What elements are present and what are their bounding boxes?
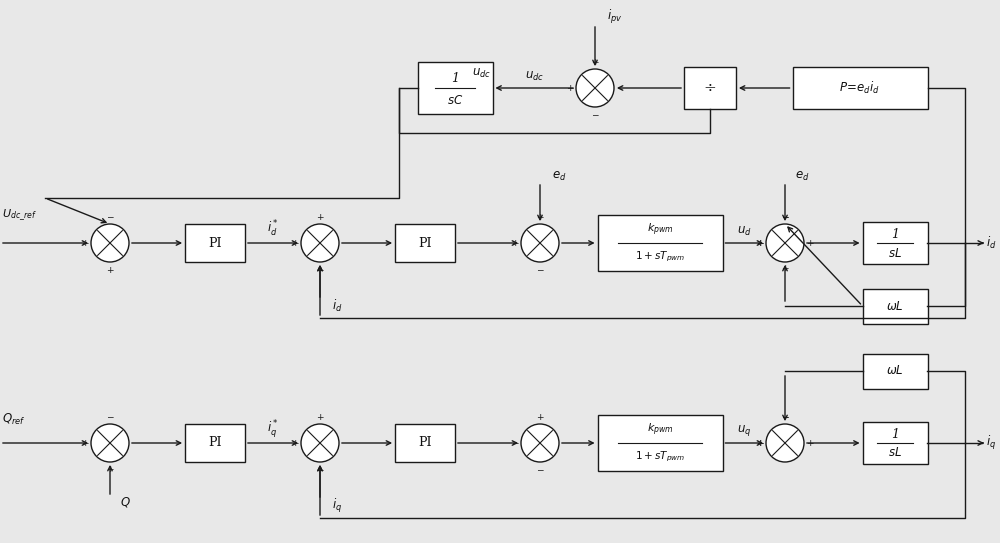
Text: $u_{dc}$: $u_{dc}$ xyxy=(472,66,492,80)
Text: −: − xyxy=(781,212,789,222)
Text: $e_d$: $e_d$ xyxy=(795,169,810,182)
Text: $i_d$: $i_d$ xyxy=(332,298,343,314)
Text: −: − xyxy=(536,465,544,475)
Bar xyxy=(862,422,928,464)
Text: $Q$: $Q$ xyxy=(120,495,131,509)
Circle shape xyxy=(766,224,804,262)
Circle shape xyxy=(521,424,559,462)
Text: +: + xyxy=(81,439,89,447)
Text: +: + xyxy=(316,413,324,421)
Text: +: + xyxy=(806,238,814,248)
Bar xyxy=(792,67,928,109)
Circle shape xyxy=(521,224,559,262)
Text: $e_d$: $e_d$ xyxy=(552,169,567,182)
Circle shape xyxy=(91,424,129,462)
Text: $Q_{ref}$: $Q_{ref}$ xyxy=(2,412,26,427)
Text: −: − xyxy=(536,266,544,275)
Text: $U_{dc\_ref}$: $U_{dc\_ref}$ xyxy=(2,207,37,223)
Text: −: − xyxy=(316,266,324,275)
Bar xyxy=(598,415,722,471)
Bar xyxy=(185,224,245,262)
Text: ÷: ÷ xyxy=(704,81,716,95)
Text: $u_d$: $u_d$ xyxy=(737,224,752,237)
Text: +: + xyxy=(781,263,789,273)
Text: +: + xyxy=(806,439,814,447)
Bar xyxy=(395,224,455,262)
Text: $\omega L$: $\omega L$ xyxy=(886,300,904,313)
Text: $P\!=\!e_d i_d$: $P\!=\!e_d i_d$ xyxy=(839,80,881,96)
Text: $i^*_d$: $i^*_d$ xyxy=(267,219,279,239)
Text: −: − xyxy=(781,413,789,421)
Text: +: + xyxy=(536,212,544,222)
Text: +: + xyxy=(316,212,324,222)
Text: +: + xyxy=(106,266,114,275)
Text: $u_q$: $u_q$ xyxy=(737,424,751,439)
Text: $i_{pv}$: $i_{pv}$ xyxy=(607,8,622,26)
Text: $k_{pwm}$: $k_{pwm}$ xyxy=(647,422,673,438)
Bar xyxy=(418,62,492,114)
Text: −: − xyxy=(511,439,519,447)
Circle shape xyxy=(766,424,804,462)
Text: +: + xyxy=(81,238,89,248)
Circle shape xyxy=(91,224,129,262)
Text: −: − xyxy=(106,212,114,222)
Text: PI: PI xyxy=(208,437,222,450)
Bar xyxy=(395,424,455,462)
Text: −: − xyxy=(781,413,789,421)
Circle shape xyxy=(576,69,614,107)
Text: $k_{pwm}$: $k_{pwm}$ xyxy=(647,222,673,238)
Bar xyxy=(862,288,928,324)
Bar xyxy=(185,424,245,462)
Text: +: + xyxy=(106,465,114,475)
Text: $1+sT_{pwm}$: $1+sT_{pwm}$ xyxy=(635,250,685,264)
Text: 1: 1 xyxy=(891,427,899,440)
Text: +: + xyxy=(566,84,574,92)
Text: 1: 1 xyxy=(891,228,899,241)
Text: PI: PI xyxy=(208,237,222,249)
Text: PI: PI xyxy=(418,437,432,450)
Circle shape xyxy=(301,224,339,262)
Bar xyxy=(684,67,736,109)
Text: −: − xyxy=(316,465,324,475)
Text: $i_q$: $i_q$ xyxy=(986,434,996,452)
Text: $i_d$: $i_d$ xyxy=(986,235,997,251)
Bar xyxy=(862,222,928,264)
Text: +: + xyxy=(591,58,599,66)
Text: $1+sT_{pwm}$: $1+sT_{pwm}$ xyxy=(635,450,685,464)
Text: $i^*_q$: $i^*_q$ xyxy=(267,418,279,440)
Text: −: − xyxy=(106,413,114,421)
Text: $\omega L$: $\omega L$ xyxy=(886,364,904,377)
Text: PI: PI xyxy=(418,237,432,249)
Text: $i_q$: $i_q$ xyxy=(332,497,342,515)
Text: −: − xyxy=(591,110,599,119)
Text: +: + xyxy=(756,439,764,447)
Text: +: + xyxy=(536,413,544,421)
Bar xyxy=(598,215,722,271)
Text: +: + xyxy=(756,238,764,248)
Text: $sL$: $sL$ xyxy=(888,247,902,260)
Circle shape xyxy=(301,424,339,462)
Bar xyxy=(862,353,928,388)
Text: $sL$: $sL$ xyxy=(888,446,902,459)
Text: $u_{dc}$: $u_{dc}$ xyxy=(525,70,544,83)
Text: 1: 1 xyxy=(451,72,459,85)
Text: +: + xyxy=(756,238,764,248)
Text: +: + xyxy=(511,238,519,248)
Text: +: + xyxy=(291,238,299,248)
Text: +: + xyxy=(291,439,299,447)
Text: $sC$: $sC$ xyxy=(447,93,463,106)
Text: +: + xyxy=(756,439,764,447)
Text: −: − xyxy=(781,212,789,222)
